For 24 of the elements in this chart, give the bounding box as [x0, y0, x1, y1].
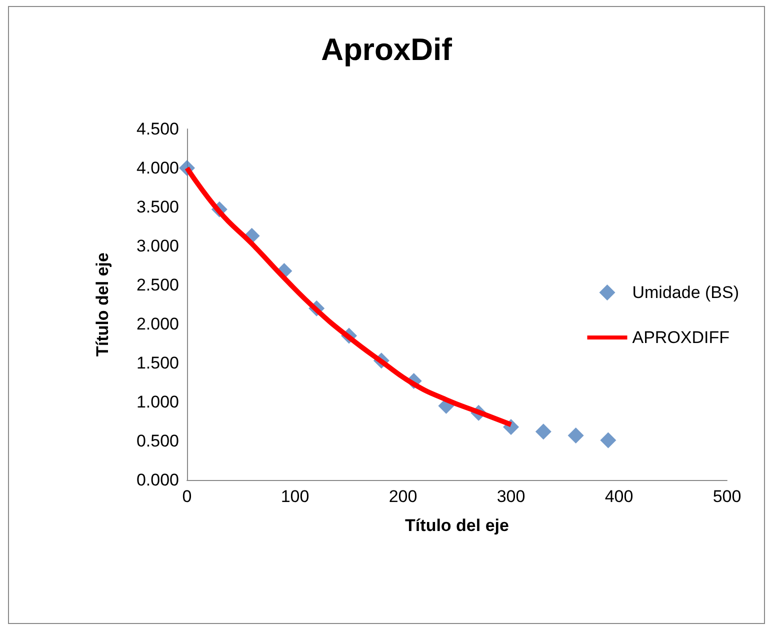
point [600, 432, 616, 448]
y-tick-label: 3.000 [136, 236, 179, 256]
y-tick-label: 3.500 [136, 198, 179, 216]
chart-title: AproxDif [321, 32, 453, 67]
x-tick-label: 0 [182, 487, 192, 506]
y-tick-label: 0.000 [136, 470, 179, 490]
x-tick-label: 100 [280, 487, 310, 506]
point [535, 424, 552, 440]
x-tick-label: 200 [388, 487, 418, 506]
y-tick-label: 2.500 [136, 276, 179, 294]
y-tick-label: 0.500 [136, 432, 179, 450]
x-tick-label: 400 [604, 487, 634, 506]
legend-label: APROXDIFF [632, 328, 730, 347]
legend-label: Umidade (BS) [632, 283, 740, 302]
point [568, 428, 584, 444]
y-tick-label: 4.500 [136, 120, 179, 138]
x-axis-title: Título del eje [405, 516, 509, 535]
y-axis-title: Título del eje [93, 252, 112, 356]
x-tick-label: 300 [496, 487, 526, 506]
x-tick-label: 500 [712, 487, 742, 506]
y-tick-label: 4.000 [136, 158, 179, 178]
y-tick-label: 1.500 [136, 354, 179, 372]
y-tick-label: 1.000 [136, 392, 179, 412]
y-tick-label: 2.000 [136, 314, 179, 334]
